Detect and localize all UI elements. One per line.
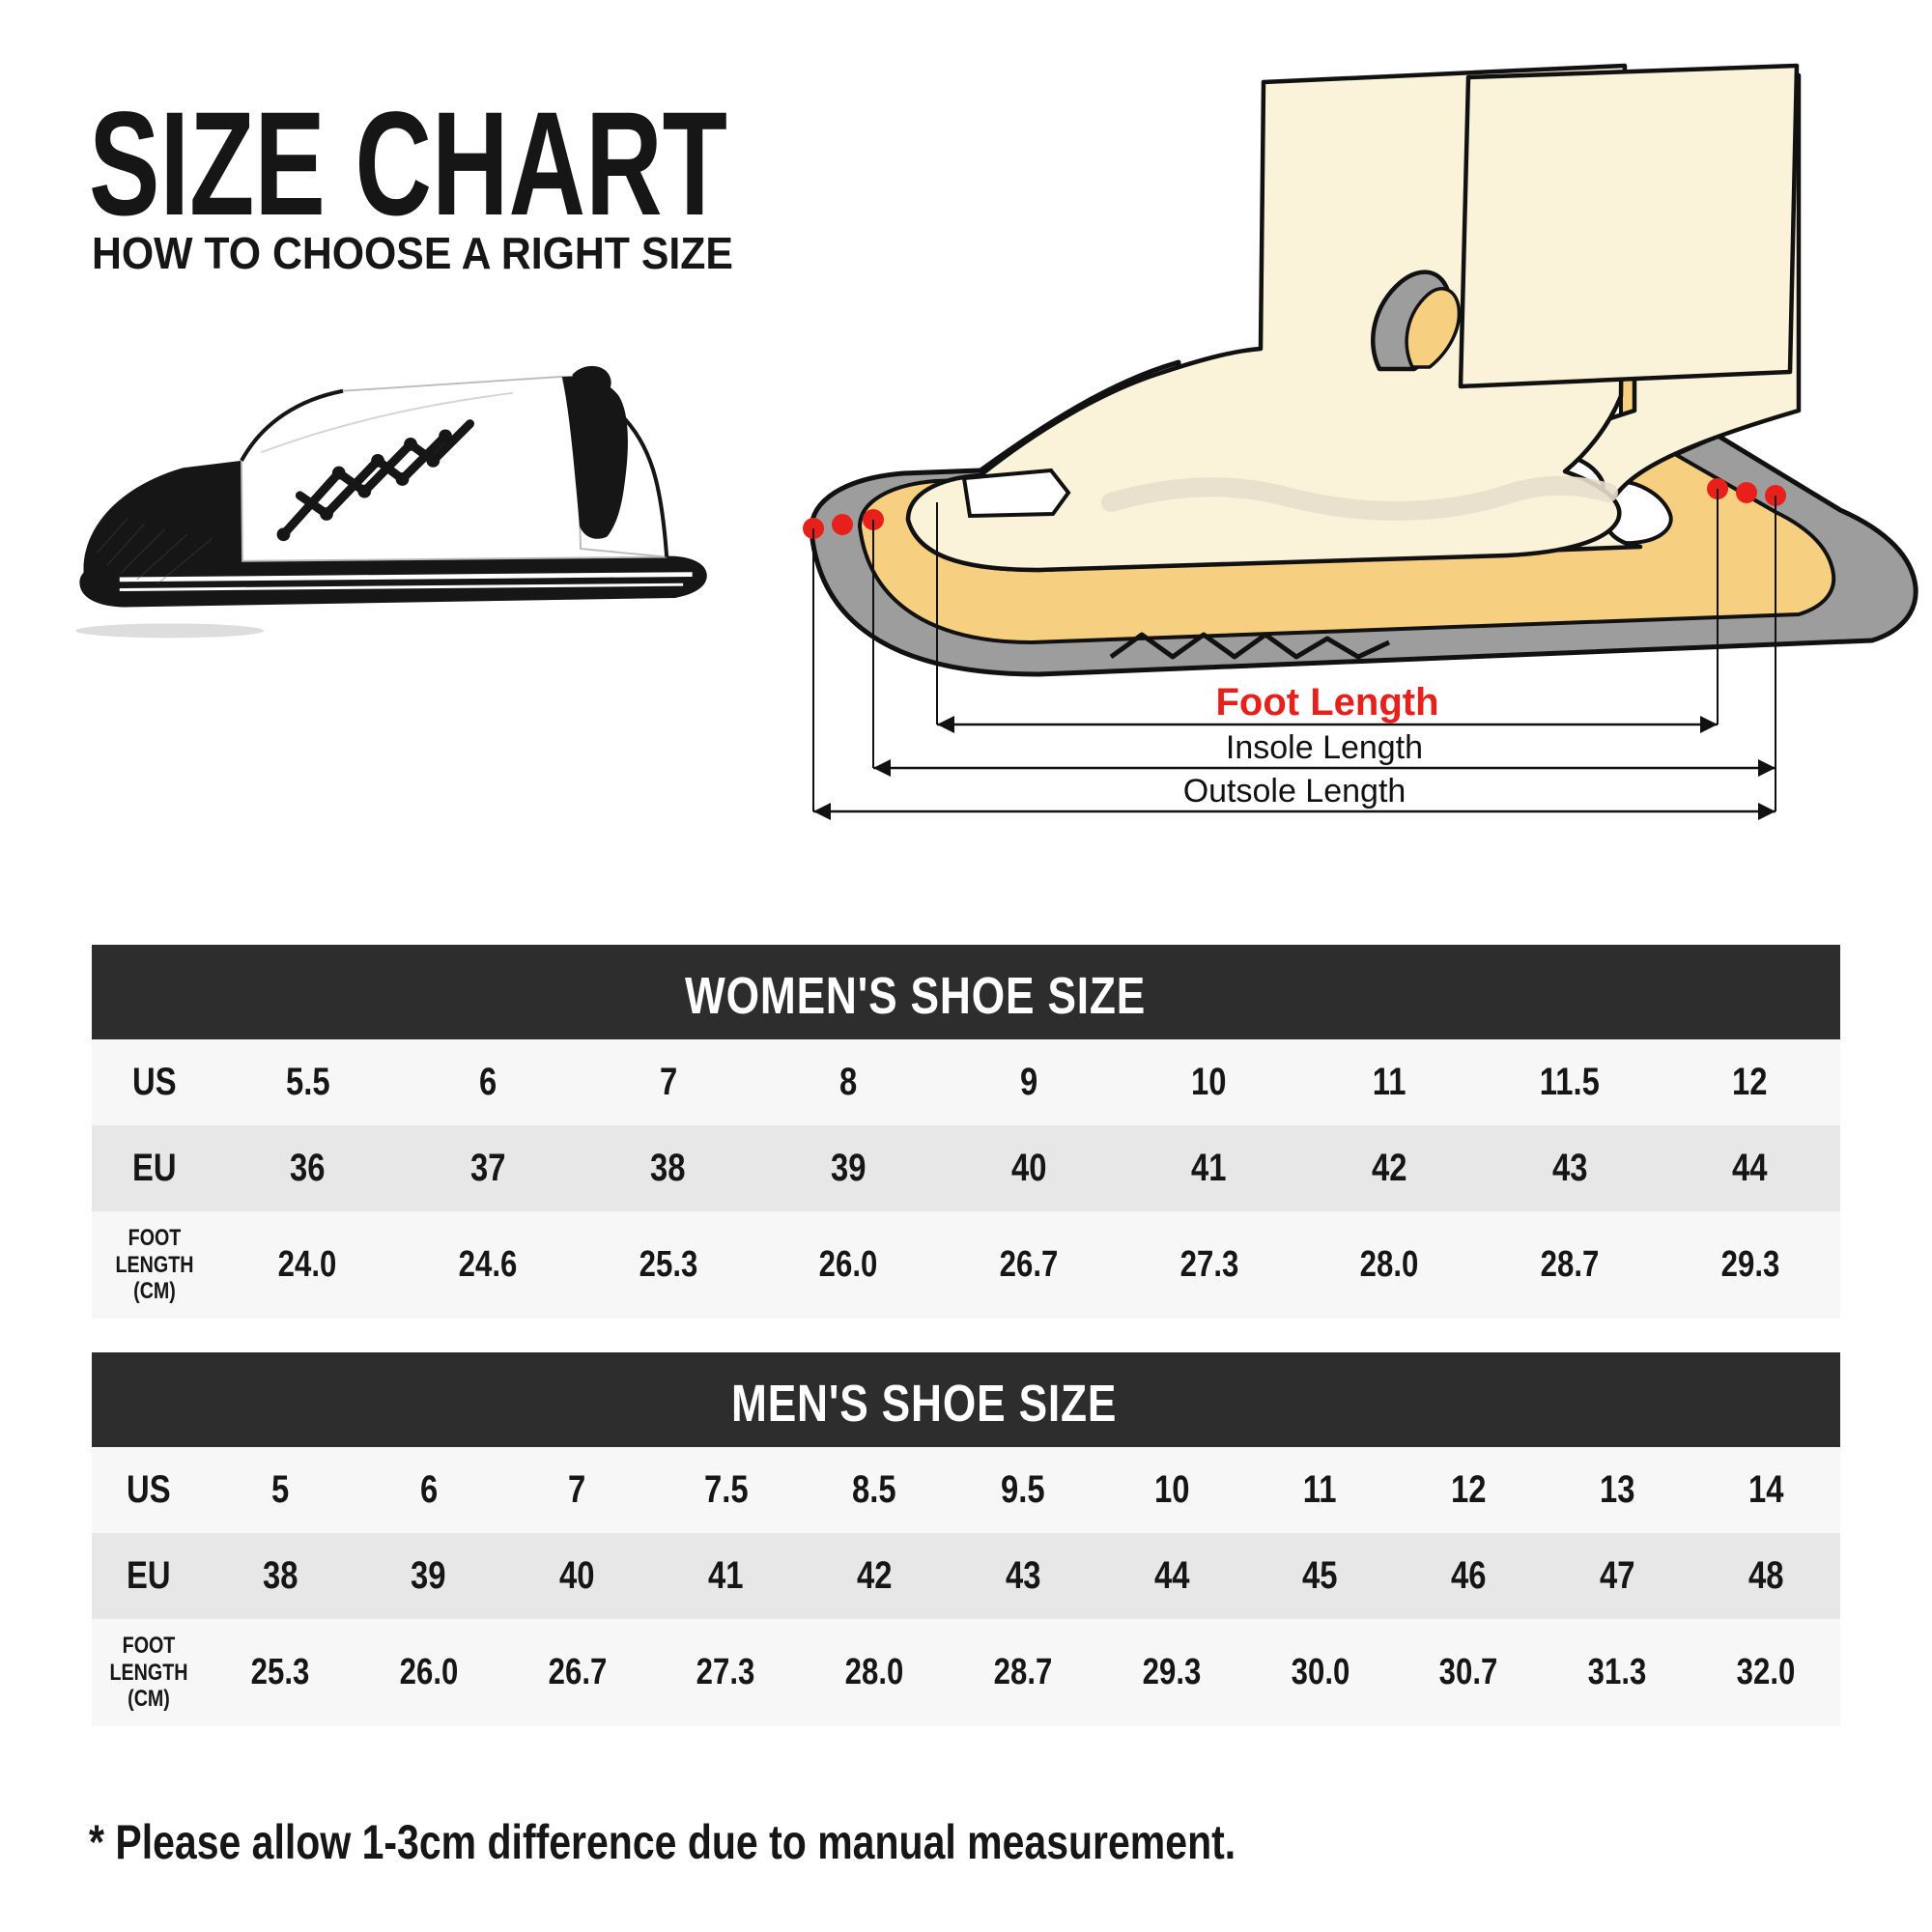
svg-text:Outsole Length: Outsole Length <box>1183 773 1406 810</box>
svg-text:Foot Length: Foot Length <box>1215 681 1438 724</box>
svg-text:Insole Length: Insole Length <box>1226 729 1423 766</box>
